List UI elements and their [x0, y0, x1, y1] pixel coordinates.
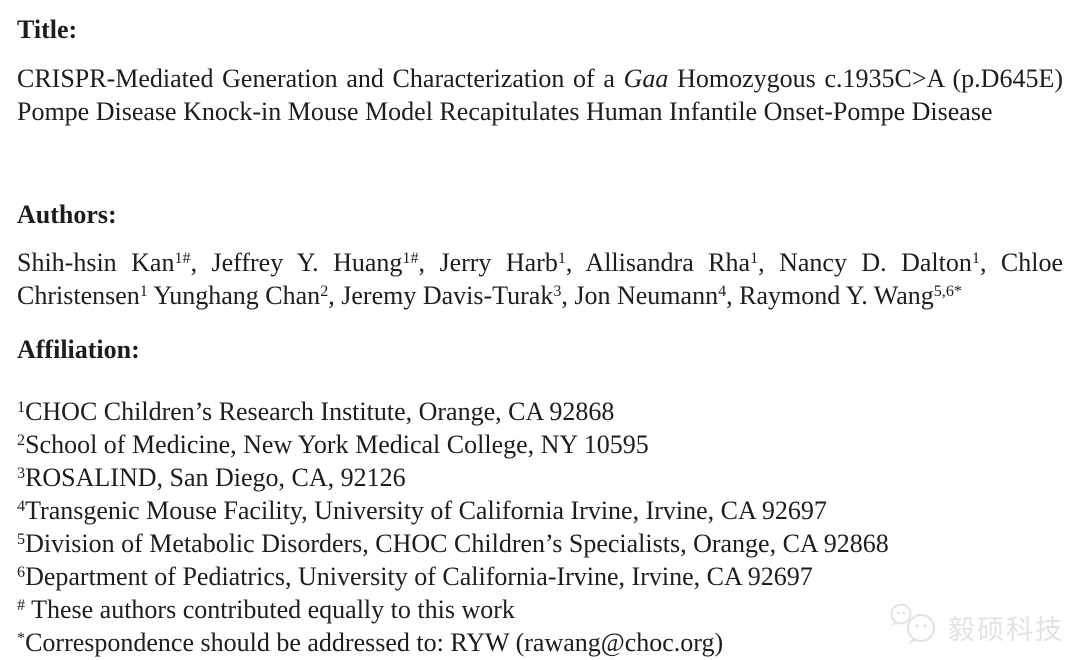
watermark: 毅硕科技 [887, 601, 1064, 654]
author-list-line-2: Christensen1 Yunghang Chan2, Jeremy Davi… [17, 281, 962, 310]
authors-heading: Authors: [17, 200, 117, 229]
watermark-brand-text: 毅硕科技 [948, 615, 1064, 645]
manuscript-title-page: Title: CRISPR-Mediated Generation and Ch… [17, 13, 1063, 659]
affiliation-list: 1CHOC Children’s Research Institute, Ora… [17, 395, 1063, 659]
paper-title-line-2: Pompe Disease Knock-in Mouse Model Recap… [17, 97, 993, 126]
paper-title-line-1: CRISPR-Mediated Generation and Character… [17, 64, 1063, 93]
paper-title: CRISPR-Mediated Generation and Character… [17, 62, 1063, 128]
title-heading: Title: [17, 15, 78, 44]
footnote-correspondence: *Correspondence should be addressed to: … [17, 628, 724, 657]
affiliation-6: 6Department of Pediatrics, University of… [17, 562, 813, 591]
affiliation-heading: Affiliation: [17, 335, 140, 364]
footnote-equal-contribution: # These authors contributed equally to t… [17, 595, 515, 624]
author-list-line-1: Shih-hsin Kan1#, Jeffrey Y. Huang1#, Jer… [17, 248, 1064, 277]
affiliation-3: 3ROSALIND, San Diego, CA, 92126 [17, 463, 406, 492]
affiliation-5: 5Division of Metabolic Disorders, CHOC C… [17, 529, 889, 558]
affiliation-2: 2School of Medicine, New York Medical Co… [17, 430, 649, 459]
wechat-bubbles-icon [887, 601, 941, 654]
affiliation-4: 4Transgenic Mouse Facility, University o… [17, 496, 827, 525]
author-list: Shih-hsin Kan1#, Jeffrey Y. Huang1#, Jer… [17, 246, 1063, 312]
affiliation-1: 1CHOC Children’s Research Institute, Ora… [17, 397, 615, 426]
